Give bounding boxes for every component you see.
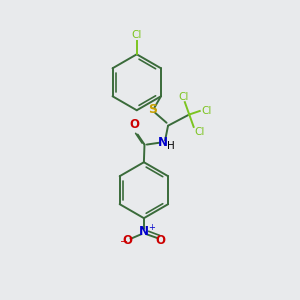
Text: Cl: Cl (195, 128, 205, 137)
Text: N: N (158, 136, 168, 149)
Text: H: H (167, 141, 175, 151)
Text: Cl: Cl (201, 106, 211, 116)
Text: S: S (148, 103, 157, 116)
Text: N: N (139, 225, 149, 238)
Text: O: O (130, 118, 140, 131)
Text: Cl: Cl (132, 31, 142, 40)
Text: Cl: Cl (179, 92, 189, 102)
Text: +: + (148, 224, 155, 232)
Text: O: O (123, 234, 133, 247)
Text: O: O (155, 234, 165, 247)
Text: −: − (119, 237, 128, 247)
